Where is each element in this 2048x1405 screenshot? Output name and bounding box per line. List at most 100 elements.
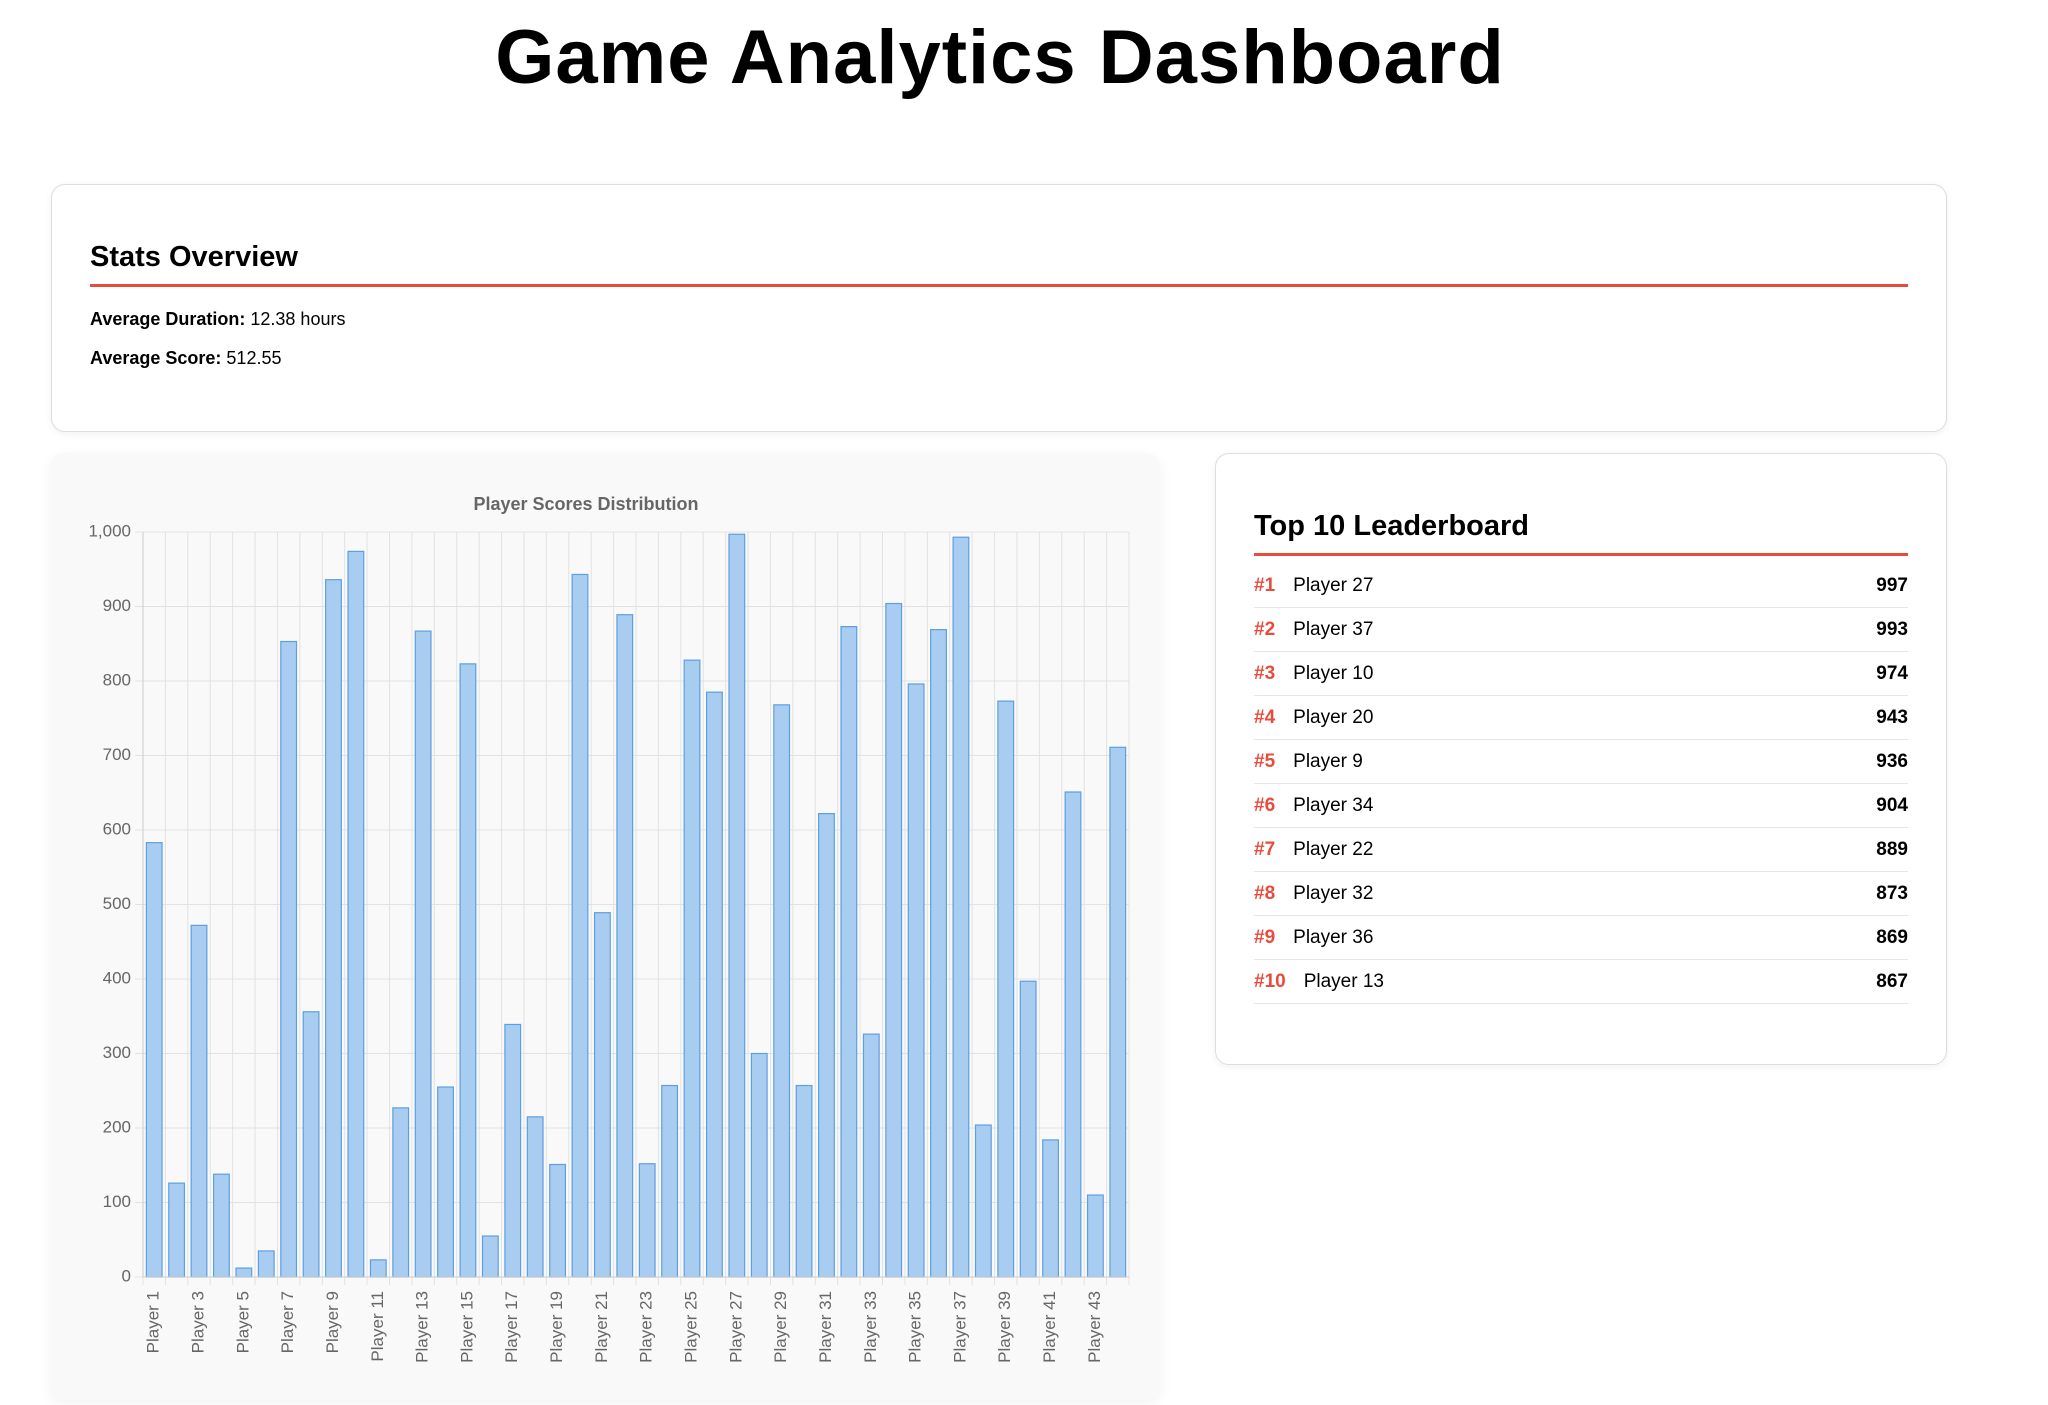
bar [1064, 791, 1082, 1278]
bar [212, 1173, 230, 1278]
bar [369, 1259, 387, 1278]
bar [997, 700, 1015, 1278]
x-tick-label: Player 43 [1085, 1291, 1104, 1363]
stats-card: Stats Overview Average Duration: 12.38 h… [51, 184, 1947, 432]
bar [526, 1116, 544, 1278]
score: 993 [1876, 618, 1908, 640]
score: 873 [1876, 882, 1908, 904]
player-name: Player 34 [1293, 794, 1374, 816]
score: 889 [1876, 838, 1908, 860]
x-tick-label: Player 13 [413, 1291, 432, 1363]
bar [145, 842, 163, 1278]
y-tick-label: 600 [103, 819, 131, 838]
bar [862, 1033, 880, 1278]
rank: #7 [1254, 838, 1276, 860]
leaderboard-row: #2 Player 37 993 [1254, 608, 1908, 652]
bar [437, 1086, 454, 1278]
bar [795, 1084, 813, 1278]
leaderboard-row: #4 Player 20 943 [1254, 696, 1908, 740]
y-tick-label: 900 [103, 596, 131, 615]
stats-title: Stats Overview [90, 241, 1908, 287]
leaderboard-row: #10 Player 13 867 [1254, 960, 1908, 1004]
bar [593, 912, 611, 1278]
bar [750, 1052, 768, 1278]
bar [661, 1084, 679, 1278]
x-tick-label: Player 7 [278, 1291, 297, 1353]
bar [504, 1023, 522, 1278]
y-tick-label: 400 [103, 968, 131, 987]
bar [571, 573, 589, 1278]
score: 869 [1876, 926, 1908, 948]
score: 974 [1876, 662, 1908, 684]
player-name: Player 36 [1293, 926, 1374, 948]
bar [392, 1107, 410, 1278]
x-tick-label: Player 15 [457, 1291, 476, 1363]
stat-item: Average Score: 512.55 [90, 348, 1908, 369]
x-tick-label: Player 23 [637, 1291, 656, 1363]
score: 867 [1876, 970, 1908, 992]
bar [728, 533, 746, 1278]
y-tick-label: 300 [103, 1043, 131, 1062]
rank: #6 [1254, 794, 1276, 816]
score: 997 [1876, 574, 1908, 596]
bar [168, 1182, 186, 1278]
y-tick-label: 100 [103, 1192, 131, 1211]
x-tick-label: Player 41 [1040, 1291, 1059, 1363]
score: 936 [1876, 750, 1908, 772]
leaderboard-row: #8 Player 32 873 [1254, 872, 1908, 916]
player-name: Player 37 [1293, 618, 1374, 640]
bar [705, 691, 723, 1278]
x-tick-label: Player 31 [816, 1291, 835, 1363]
x-tick-label: Player 17 [502, 1291, 521, 1363]
rank: #10 [1254, 970, 1286, 992]
x-tick-label: Player 25 [682, 1291, 701, 1363]
y-tick-label: 200 [103, 1117, 131, 1136]
bar [235, 1267, 253, 1278]
page-title: Game Analytics Dashboard [495, 15, 1505, 100]
bar [683, 659, 701, 1278]
bar [1042, 1139, 1060, 1278]
player-name: Player 32 [1293, 882, 1374, 904]
stat-label: Average Duration: [90, 309, 246, 329]
bar [840, 626, 858, 1278]
rank: #9 [1254, 926, 1276, 948]
bar [1019, 980, 1037, 1278]
rank: #2 [1254, 618, 1276, 640]
bar [325, 579, 342, 1278]
bar [414, 630, 432, 1278]
y-tick-label: 0 [122, 1266, 131, 1285]
score: 943 [1876, 706, 1908, 728]
score: 904 [1876, 794, 1908, 816]
leaderboard-card: Top 10 Leaderboard #1 Player 27 997 #2 Playe… [1215, 453, 1947, 1065]
leaderboard-row: #1 Player 27 997 [1254, 564, 1908, 608]
x-tick-label: Player 19 [547, 1291, 566, 1363]
bar [818, 813, 835, 1278]
bar [885, 602, 903, 1278]
leaderboard-row: #7 Player 22 889 [1254, 828, 1908, 872]
bar [280, 640, 298, 1278]
stat-label: Average Score: [90, 348, 222, 368]
leaderboard-row: #5 Player 9 936 [1254, 740, 1908, 784]
x-tick-label: Player 39 [995, 1291, 1014, 1363]
bar [1086, 1194, 1104, 1278]
x-tick-label: Player 37 [950, 1291, 969, 1363]
chart-panel: Player Scores Distribution 0 100 200 300 400… [50, 453, 1160, 1400]
x-tick-label: Player 35 [906, 1291, 925, 1363]
leaderboard-title: Top 10 Leaderboard [1254, 510, 1908, 556]
bar [638, 1163, 656, 1278]
bar [302, 1011, 320, 1278]
chart: Player Scores Distribution 0 100 200 300 400… [88, 494, 1130, 1363]
stat-value: 12.38 hours [250, 309, 346, 329]
y-tick-label: 500 [103, 894, 131, 913]
bar [549, 1163, 567, 1278]
x-tick-label: Player 27 [726, 1291, 745, 1363]
bar [952, 536, 970, 1278]
chart-title: Player Scores Distribution [473, 494, 698, 514]
x-tick-label: Player 11 [368, 1291, 387, 1362]
bar [257, 1250, 275, 1278]
stat-item: Average Duration: 12.38 hours [90, 309, 1908, 330]
bar [459, 663, 477, 1278]
rank: #5 [1254, 750, 1276, 772]
bar [481, 1235, 499, 1278]
